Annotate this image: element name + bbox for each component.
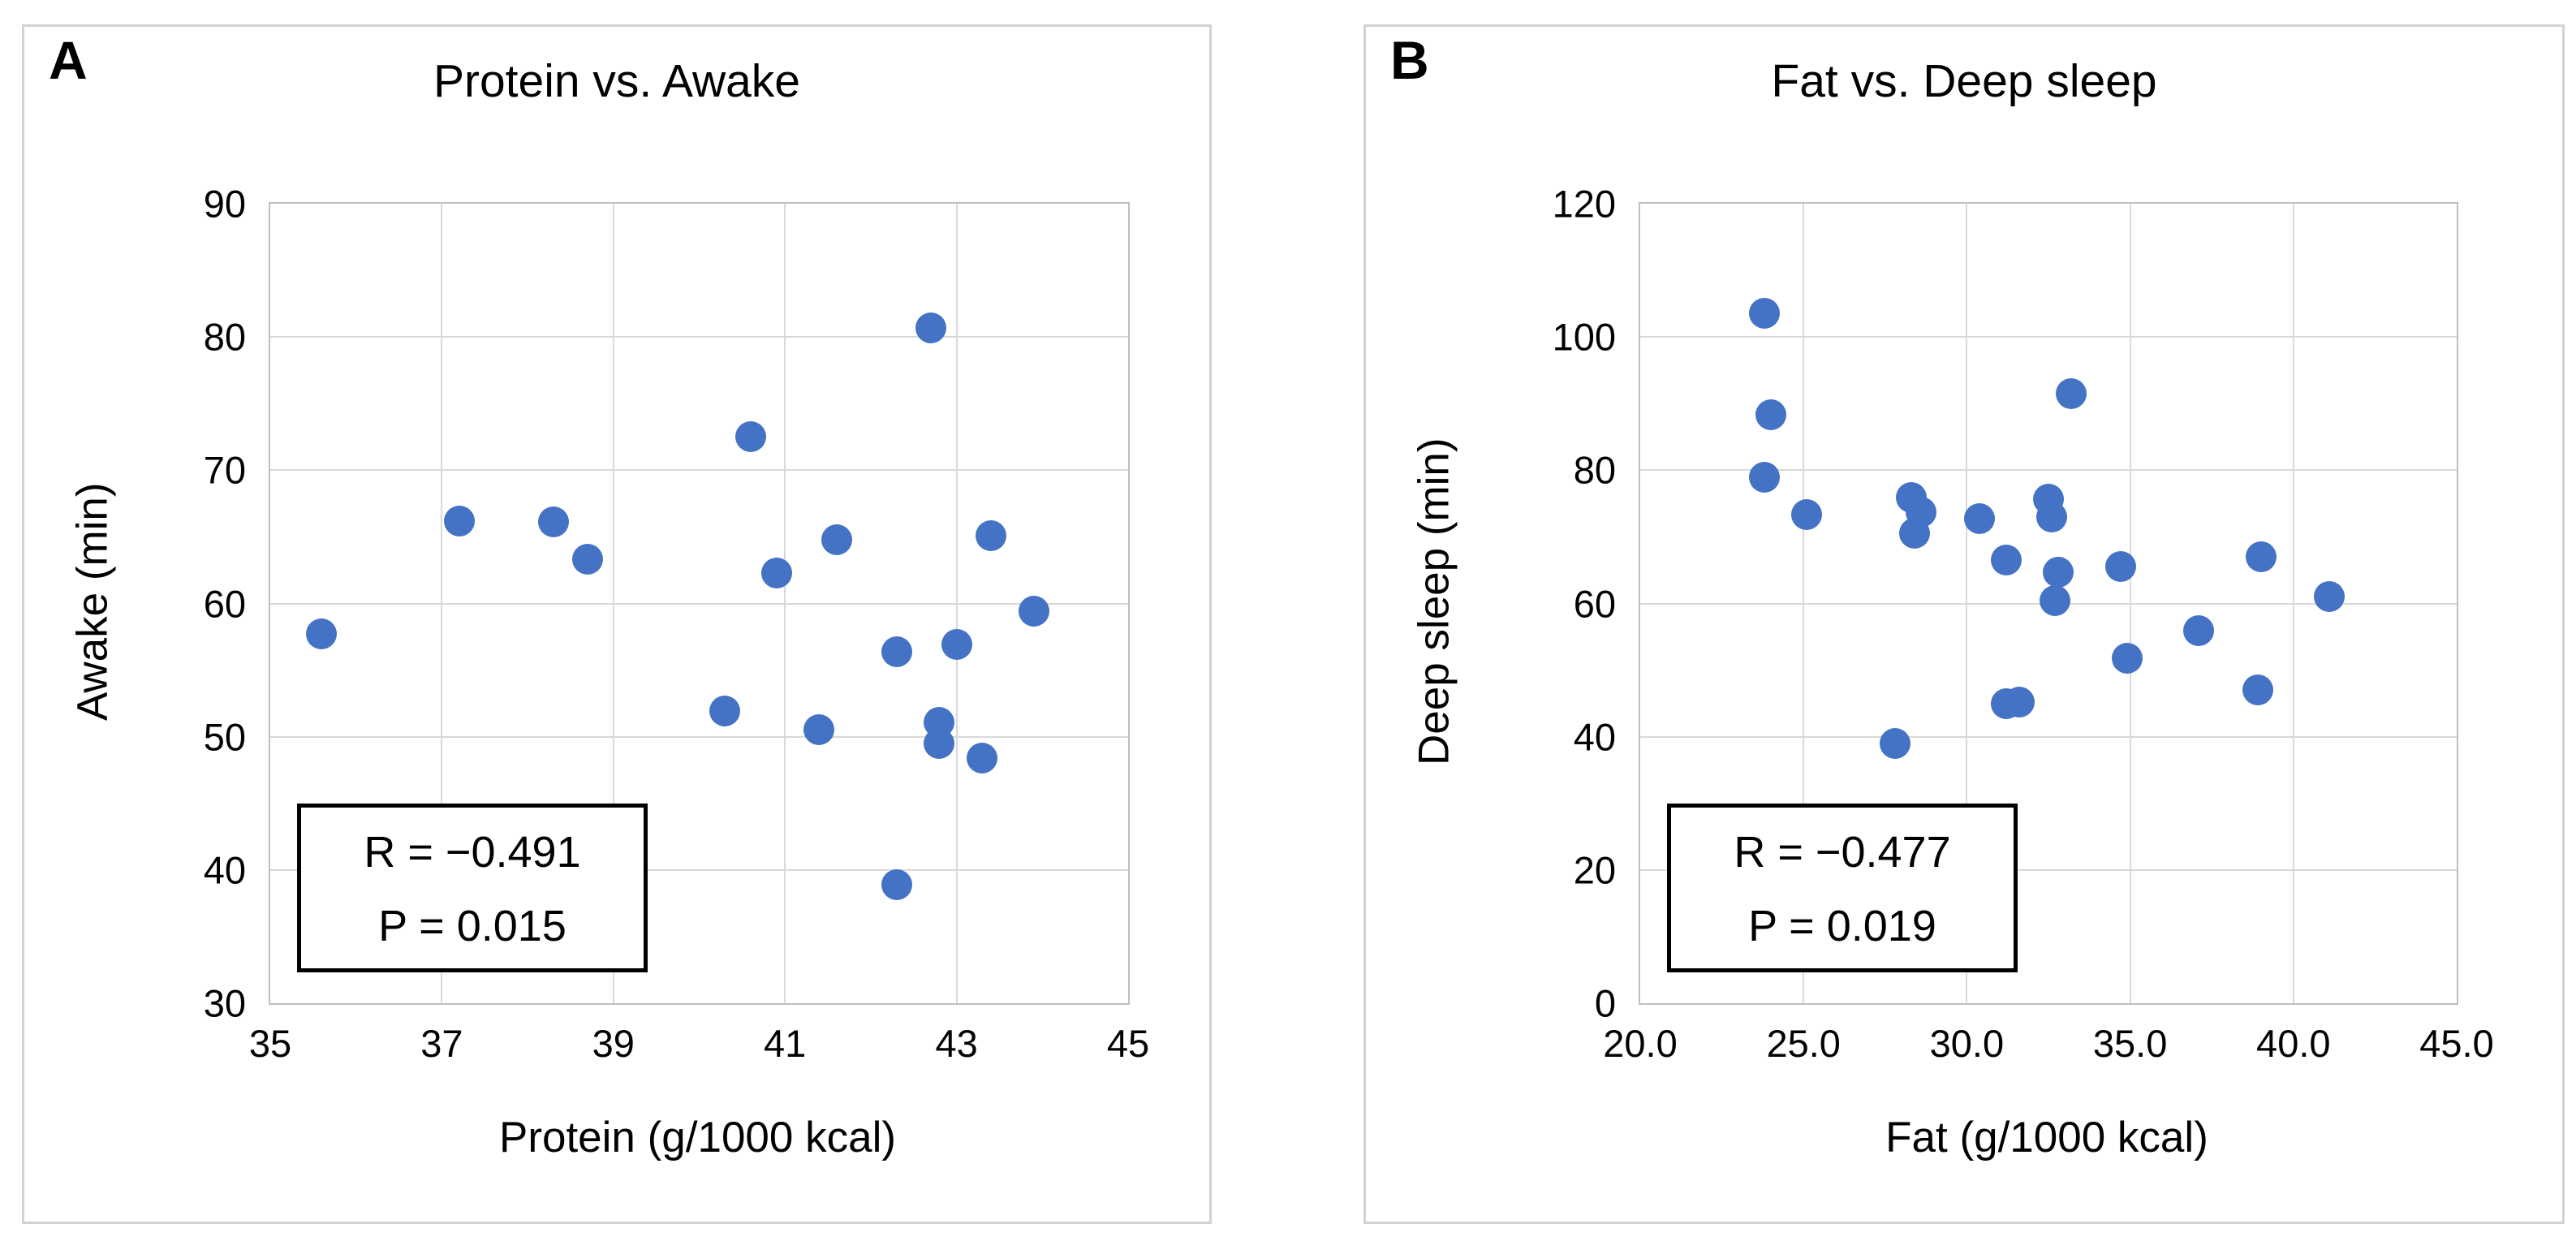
y-axis-label-a: Awake (min) — [68, 482, 117, 722]
data-point — [709, 696, 741, 727]
panel-letter-a: A — [49, 30, 88, 90]
gridline-horizontal — [270, 336, 1128, 338]
y-tick-label: 80 — [203, 315, 246, 359]
x-tick-label: 45.0 — [2419, 1022, 2494, 1065]
x-tick-label: 37 — [420, 1022, 463, 1065]
y-tick-label: 120 — [1552, 182, 1616, 226]
data-point — [734, 421, 766, 453]
data-point — [975, 519, 1006, 551]
data-point — [2314, 581, 2346, 613]
chart-title-a: Protein vs. Awake — [433, 55, 801, 107]
y-axis-label-b: Deep sleep (min) — [1410, 437, 1458, 766]
x-tick-label: 45 — [1106, 1022, 1150, 1065]
gridline-horizontal — [270, 602, 1128, 605]
gridline-horizontal — [270, 469, 1128, 472]
data-point — [2242, 674, 2273, 706]
data-point — [915, 312, 946, 343]
data-point — [1990, 545, 2022, 576]
data-point — [1964, 503, 1996, 535]
data-point — [2003, 686, 2035, 717]
y-tick-label: 0 — [1594, 981, 1616, 1025]
p-value-b: P = 0.019 — [1748, 902, 1936, 950]
y-tick-label: 100 — [1552, 315, 1616, 359]
x-tick-label: 30.0 — [1929, 1022, 2005, 1065]
data-point — [1748, 461, 1780, 493]
x-tick-label: 39 — [592, 1022, 635, 1065]
chart-title-b: Fat vs. Deep sleep — [1771, 55, 2157, 107]
data-point — [443, 505, 475, 537]
data-point — [537, 506, 569, 538]
y-tick-label: 40 — [1573, 715, 1616, 759]
x-tick-label: 20.0 — [1603, 1022, 1678, 1065]
data-point — [760, 557, 792, 588]
data-point — [1018, 596, 1049, 627]
gridline-horizontal — [1640, 336, 2457, 338]
data-point — [1899, 518, 1931, 549]
x-tick-label: 40.0 — [2256, 1022, 2331, 1065]
data-point — [572, 544, 604, 575]
data-point — [1748, 298, 1780, 330]
data-point — [2111, 642, 2143, 674]
y-tick-label: 50 — [203, 715, 246, 759]
panel-a: A Protein vs. Awake Awake (min) R = −0.4… — [22, 24, 1212, 1224]
r-value-b: R = −0.477 — [1734, 828, 1951, 877]
data-point — [2104, 550, 2136, 582]
data-point — [881, 868, 912, 900]
panel-letter-b: B — [1390, 30, 1429, 90]
plot-area-a: R = −0.491 P = 0.015 35 37 39 41 43 45 90 80 70 6… — [204, 185, 1149, 1063]
x-axis-label-b: Fat (g/1000 kcal) — [1885, 1114, 2208, 1161]
y-tick-label: 70 — [203, 448, 246, 492]
correlation-annotation-a: R = −0.491 P = 0.015 — [297, 804, 648, 972]
data-point — [821, 524, 852, 555]
data-point — [1755, 399, 1786, 431]
data-point — [306, 618, 338, 650]
x-tick-label: 41 — [764, 1022, 807, 1065]
x-tick-label: 43 — [935, 1022, 978, 1065]
panel-b: B Fat vs. Deep sleep Deep sleep (min) R … — [1363, 24, 2565, 1224]
y-tick-label: 40 — [203, 848, 246, 892]
data-point — [1791, 498, 1823, 530]
data-point — [967, 742, 998, 774]
gridline-horizontal — [1640, 868, 2457, 871]
gridline-horizontal — [1640, 735, 2457, 738]
data-point — [881, 636, 912, 667]
gridline-horizontal — [1640, 469, 2457, 472]
y-tick-label: 90 — [203, 182, 246, 226]
data-point — [2043, 556, 2074, 588]
r-value-a: R = −0.491 — [364, 828, 581, 877]
data-point — [2245, 541, 2277, 573]
data-point — [2036, 501, 2068, 532]
y-tick-label: 60 — [203, 582, 246, 625]
gridline-horizontal — [270, 735, 1128, 738]
data-point — [2183, 615, 2215, 647]
y-tick-label: 30 — [203, 981, 246, 1025]
data-point — [1879, 727, 1910, 759]
data-point — [2056, 377, 2087, 409]
data-point — [803, 714, 835, 746]
data-point — [2040, 585, 2071, 617]
y-tick-label: 80 — [1573, 448, 1616, 492]
correlation-annotation-b: R = −0.477 P = 0.019 — [1667, 804, 2018, 972]
data-point — [924, 727, 955, 759]
x-tick-label: 35.0 — [2092, 1022, 2168, 1065]
gridline-horizontal — [270, 868, 1128, 871]
y-tick-label: 20 — [1573, 848, 1616, 892]
p-value-a: P = 0.015 — [378, 902, 566, 950]
x-tick-label: 25.0 — [1766, 1022, 1841, 1065]
plot-area-b: R = −0.477 P = 0.019 20.0 25.0 30.0 35.0 40.… — [1553, 185, 2494, 1063]
data-point — [941, 629, 972, 661]
x-axis-label-a: Protein (g/1000 kcal) — [498, 1114, 897, 1161]
x-tick-label: 35 — [248, 1022, 292, 1065]
y-tick-label: 60 — [1573, 582, 1616, 625]
